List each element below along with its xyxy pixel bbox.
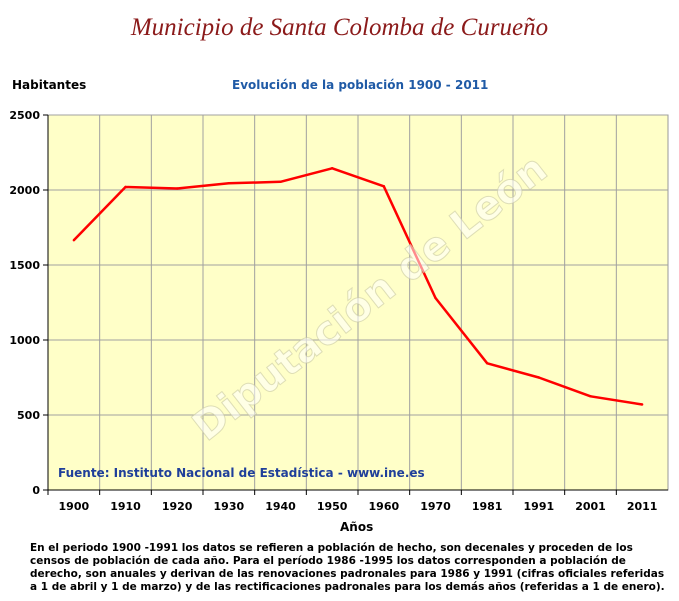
data-point — [330, 167, 334, 170]
y-tick-label: 1500 — [9, 259, 40, 272]
x-tick-label: 1930 — [214, 500, 245, 513]
chart-title: Evolución de la población 1900 - 2011 — [232, 78, 489, 92]
data-point — [124, 185, 127, 189]
x-tick-label: 2011 — [627, 500, 658, 513]
source-note: Fuente: Instituto Nacional de Estadístic… — [58, 466, 425, 480]
x-tick-label: 2001 — [575, 500, 606, 513]
data-point — [537, 376, 541, 379]
x-tick-label: 1910 — [110, 500, 141, 513]
x-axis-title: Años — [340, 520, 374, 534]
x-tick-label: 1981 — [472, 500, 503, 513]
y-tick-label: 1000 — [9, 334, 40, 347]
data-point — [175, 187, 179, 190]
data-point — [382, 185, 386, 188]
data-point — [279, 180, 282, 183]
page-title: Municipio de Santa Colomba de Curueño — [130, 14, 549, 41]
data-point — [72, 239, 76, 242]
data-point — [589, 395, 592, 398]
x-tick-label: 1960 — [369, 500, 400, 513]
x-tick-label: 1940 — [265, 500, 296, 513]
footnote: En el periodo 1900 -1991 los datos se re… — [30, 542, 665, 593]
data-point — [485, 362, 489, 365]
x-tick-label: 1900 — [59, 500, 90, 513]
y-tick-label: 2500 — [9, 109, 40, 122]
data-point — [640, 403, 644, 406]
x-tick-label: 1920 — [162, 500, 193, 513]
x-tick-label: 1991 — [524, 500, 555, 513]
x-tick-label: 1970 — [420, 500, 451, 513]
series-line — [72, 167, 643, 406]
x-tick-label: 1950 — [317, 500, 348, 513]
y-tick-label: 500 — [17, 409, 40, 422]
data-point — [434, 296, 437, 300]
y-tick-label: 2000 — [9, 184, 40, 197]
y-axis-title: Habitantes — [12, 78, 87, 92]
axes: 0 500 1000 1500 2000 2500 1900 1910 1920 1930 1940… — [9, 109, 668, 513]
population-chart: 0 500 1000 1500 2000 2500 1900 1910 1920 1930 1940… — [9, 109, 669, 513]
series-layer — [72, 167, 644, 406]
data-point — [227, 182, 231, 185]
y-tick-label: 0 — [32, 484, 40, 497]
